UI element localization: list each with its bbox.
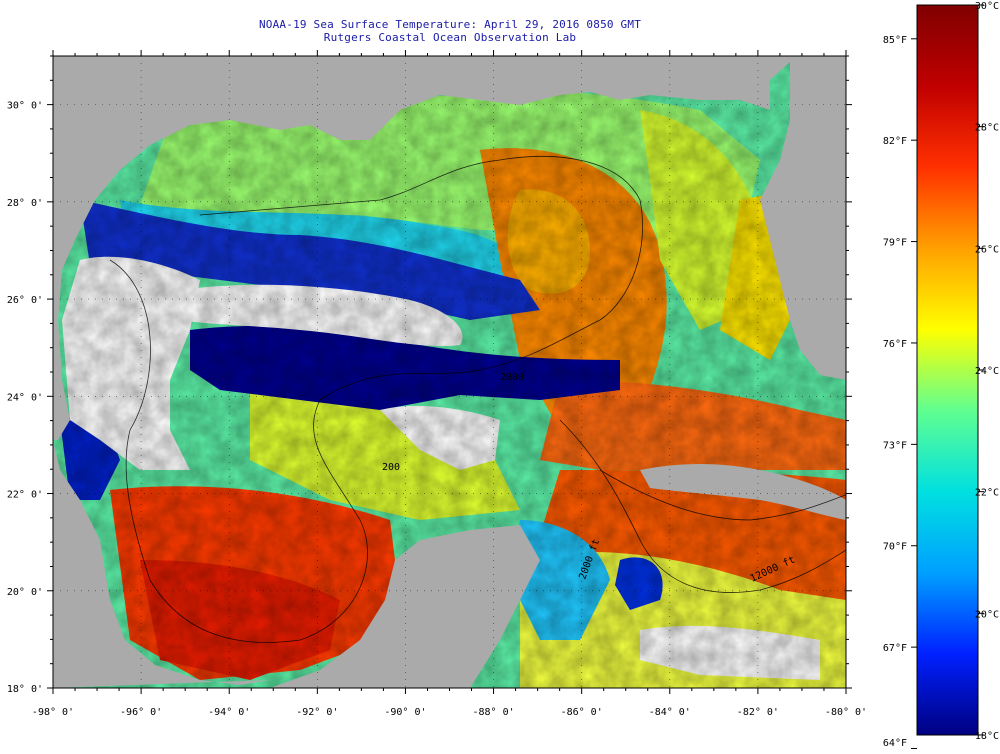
- land-cuba: [640, 464, 846, 520]
- lon-tick-label: -84° 0': [649, 707, 691, 718]
- colorbar-label-f: 70°F: [883, 542, 907, 553]
- lat-tick-label: 20° 0': [7, 587, 43, 598]
- colorbar-label-c: 28°C: [975, 123, 999, 134]
- lon-tick-label: -88° 0': [472, 707, 514, 718]
- lat-tick-label: 22° 0': [7, 490, 43, 501]
- contour-label-200: 200: [382, 462, 400, 473]
- lon-tick-label: -90° 0': [384, 707, 426, 718]
- colorbar-label-f: 79°F: [883, 238, 907, 249]
- colorbar: 85°F 82°F 79°F 76°F 73°F 70°F 67°F 64°F 30°C 28°…: [883, 1, 999, 750]
- land-florida: [760, 62, 846, 380]
- map-subtitle: Rutgers Coastal Ocean Observation Lab: [323, 31, 577, 44]
- map-area: [53, 56, 846, 688]
- lon-tick-label: -98° 0': [32, 707, 74, 718]
- lon-tick-label: -96° 0': [120, 707, 162, 718]
- land-mexico: [53, 440, 270, 688]
- colorbar-label-f: 73°F: [883, 440, 907, 451]
- bathymetry-contours: [109, 155, 846, 643]
- lon-tick-label: -94° 0': [208, 707, 250, 718]
- colorbar-label-c: 18°C: [975, 731, 999, 742]
- contour-label-2000: 2000: [500, 372, 524, 383]
- lon-tick-label: -82° 0': [737, 707, 779, 718]
- lat-tick-label: 24° 0': [7, 392, 43, 403]
- colorbar-label-f: 76°F: [883, 339, 907, 350]
- lon-tick-label: -80° 0': [825, 707, 867, 718]
- lon-tick-label: -92° 0': [296, 707, 338, 718]
- lat-tick-label: 30° 0': [7, 101, 43, 112]
- latitude-axis: 18° 0' 20° 0' 22° 0' 24° 0' 26° 0' 28° 0' 30° …: [7, 55, 852, 695]
- colorbar-label-f: 85°F: [883, 35, 907, 46]
- colorbar-label-f: 67°F: [883, 643, 907, 654]
- lat-tick-label: 18° 0': [7, 684, 43, 695]
- colorbar-label-c: 22°C: [975, 488, 999, 499]
- colorbar-label-c: 26°C: [975, 244, 999, 255]
- lon-tick-label: -86° 0': [561, 707, 603, 718]
- colorbar-bar: [916, 4, 979, 736]
- lat-tick-label: 26° 0': [7, 295, 43, 306]
- lat-tick-label: 28° 0': [7, 198, 43, 209]
- colorbar-label-c: 24°C: [975, 366, 999, 377]
- land-yucatan: [270, 525, 540, 688]
- colorbar-label-c: 20°C: [975, 609, 999, 620]
- graticule: [53, 56, 846, 688]
- land-us-gulf-coast: [53, 56, 846, 440]
- longitude-axis: -98° 0' -96° 0' -94° 0' -92° 0' -90° 0' -88° …: [32, 50, 867, 718]
- colorbar-label-f: 64°F: [883, 738, 907, 749]
- colorbar-label-c: 30°C: [975, 1, 999, 12]
- map-title: NOAA-19 Sea Surface Temperature: April 2…: [258, 18, 642, 31]
- colorbar-label-f: 82°F: [883, 136, 907, 147]
